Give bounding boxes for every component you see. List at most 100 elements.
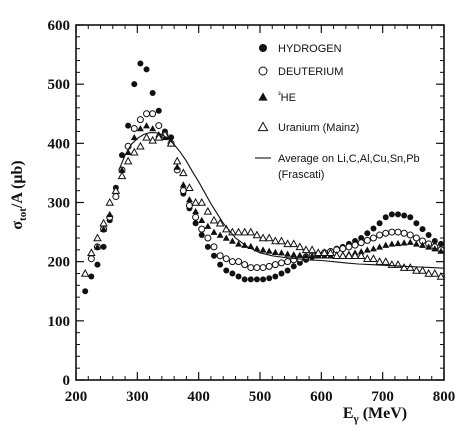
data-point: [277, 236, 286, 245]
data-point: [235, 240, 242, 247]
data-point: [332, 251, 341, 260]
data-point: [216, 231, 224, 238]
data-point: [118, 166, 126, 173]
x-axis-label-unit: (MeV): [359, 405, 407, 422]
data-point: [117, 171, 127, 180]
data-point: [284, 267, 291, 274]
data-point: [241, 276, 248, 283]
data-point: [215, 218, 225, 227]
data-point: [204, 234, 212, 242]
data-point: [272, 273, 279, 280]
legend: HYDROGEN DEUTERIUM ³HE Uranium (Mainz) Avera…: [255, 43, 420, 181]
data-point: [125, 122, 132, 129]
data-point: [235, 258, 243, 266]
data-point: [149, 125, 157, 132]
data-point: [382, 214, 389, 221]
data-point: [185, 183, 194, 191]
data-point: [430, 269, 440, 277]
data-point: [186, 196, 193, 203]
data-point: [136, 125, 144, 132]
data-point: [401, 212, 408, 219]
data-point: [106, 210, 114, 218]
data-point: [94, 261, 101, 268]
data-point: [229, 270, 236, 277]
data-point: [155, 122, 163, 130]
data-point: [407, 214, 414, 221]
data-point: [129, 147, 139, 156]
data-point: [296, 251, 304, 258]
data-point: [130, 133, 138, 141]
data-point: [364, 230, 371, 237]
data-point: [399, 263, 409, 271]
legend-label-main: HE: [281, 92, 296, 104]
data-point: [358, 235, 365, 241]
data-point: [168, 134, 175, 141]
data-point: [173, 163, 181, 170]
data-point: [155, 107, 162, 114]
data-point: [283, 239, 292, 248]
data-point: [234, 227, 243, 236]
data-point: [376, 243, 384, 250]
data-point: [192, 213, 200, 221]
data-point: [431, 245, 439, 252]
data-point: [136, 116, 144, 124]
axis-ticks: 200 300 400 500 600 700 800 0 100 200 300 400 500 600: [48, 18, 456, 405]
data-point: [308, 252, 316, 259]
data-point: [394, 239, 402, 247]
data-point: [289, 239, 299, 248]
data-point: [405, 263, 415, 271]
data-point: [320, 248, 329, 257]
data-point: [197, 198, 207, 206]
data-point: [105, 198, 115, 206]
data-point: [278, 249, 285, 256]
data-point: [284, 250, 292, 257]
data-point: [277, 259, 285, 267]
data-point: [253, 264, 261, 272]
data-point: [137, 60, 144, 67]
legend-marker: [257, 121, 269, 132]
data-point: [100, 225, 108, 232]
data-point: [143, 110, 151, 118]
data-point: [375, 257, 384, 265]
x-tick-label: 300: [126, 389, 149, 405]
data-point: [437, 247, 445, 254]
legend-label: DEUTERIUM: [278, 66, 343, 78]
data-point: [301, 245, 311, 254]
data-series-layer: [80, 60, 446, 295]
data-point: [235, 273, 242, 280]
x-tick-label: 700: [371, 389, 394, 405]
data-point: [425, 243, 433, 250]
data-point: [191, 198, 200, 206]
legend-label-sup: ³: [278, 90, 281, 99]
data-point: [252, 230, 262, 239]
data-point: [266, 275, 273, 282]
data-point: [210, 228, 218, 235]
x-tick-label: 600: [310, 389, 333, 405]
data-point: [307, 245, 317, 254]
data-point: [418, 266, 427, 274]
data-point: [395, 211, 401, 218]
legend-marker: [259, 44, 267, 52]
data-point: [326, 248, 335, 257]
data-point: [264, 233, 274, 242]
data-point: [149, 90, 156, 97]
data-point: [265, 247, 273, 254]
data-point: [100, 243, 107, 250]
data-point: [210, 243, 218, 251]
data-point: [431, 237, 438, 244]
data-point: [406, 231, 414, 239]
x-axis-label-main: E: [343, 405, 354, 422]
data-point: [369, 254, 378, 262]
data-point: [370, 245, 377, 252]
legend-marker: [258, 92, 268, 101]
data-point: [88, 273, 95, 280]
data-point: [211, 252, 217, 259]
data-point: [436, 271, 446, 280]
data-point: [370, 225, 377, 232]
data-point: [338, 251, 348, 260]
data-point: [217, 261, 224, 268]
data-point: [143, 66, 150, 73]
data-point: [204, 222, 212, 229]
